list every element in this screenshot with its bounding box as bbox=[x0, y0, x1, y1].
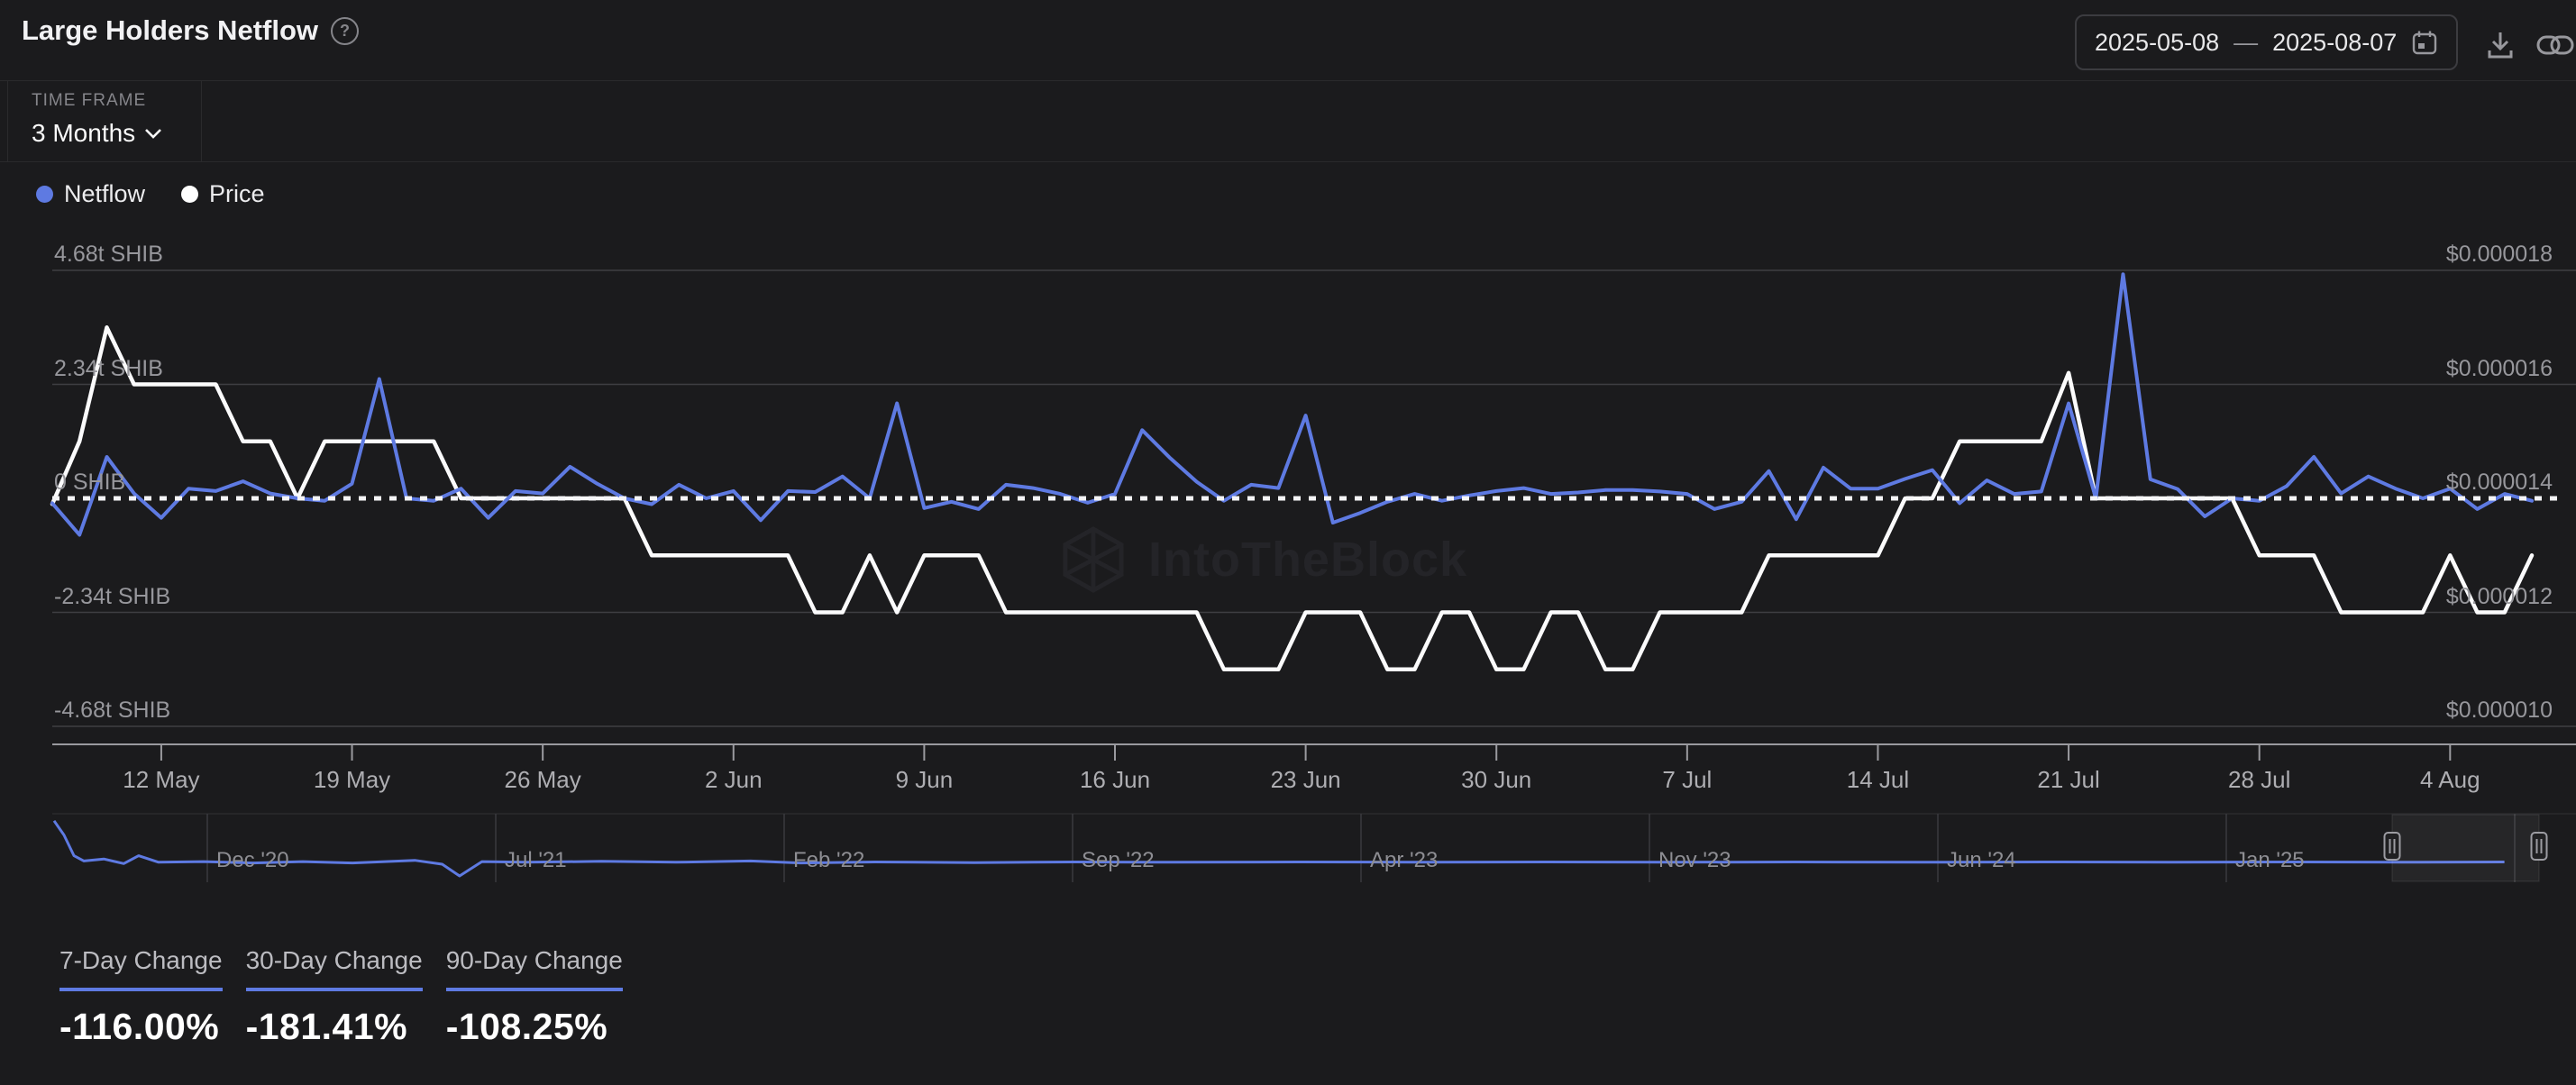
date-range-end: 2025-08-07 bbox=[2272, 28, 2398, 56]
calendar-icon bbox=[2413, 31, 2437, 55]
legend-label-price: Price bbox=[209, 180, 265, 207]
x-axis-label: 21 Jul bbox=[2037, 766, 2100, 793]
header-divider bbox=[0, 80, 2576, 81]
chart-legend: Netflow Price bbox=[36, 180, 265, 208]
stat-7day-label: 7-Day Change bbox=[59, 946, 223, 991]
x-axis-label: 2 Jun bbox=[704, 766, 763, 793]
x-axis-label: 4 Aug bbox=[2420, 766, 2480, 793]
minimap-label: Feb '22 bbox=[793, 848, 865, 872]
y-axis-label-right: $0.000018 bbox=[2445, 242, 2553, 267]
legend-item-netflow[interactable]: Netflow bbox=[36, 180, 145, 208]
netflow-dot-icon bbox=[36, 186, 53, 203]
x-axis-label: 28 Jul bbox=[2227, 766, 2291, 793]
y-axis-label-right: $0.000014 bbox=[2445, 470, 2553, 495]
minimap-handle-left[interactable] bbox=[2383, 832, 2401, 861]
time-frame-dropdown[interactable]: TIME FRAME 3 Months bbox=[7, 81, 202, 161]
minimap-label: Nov '23 bbox=[1658, 848, 1731, 872]
x-axis-label: 30 Jun bbox=[1461, 766, 1532, 793]
date-range-picker[interactable]: 2025-05-08 — 2025-08-07 bbox=[2075, 14, 2459, 70]
stat-30day-label: 30-Day Change bbox=[245, 946, 423, 991]
y-axis-label-right: $0.000010 bbox=[2445, 698, 2553, 723]
minimap-label: Jan '25 bbox=[2235, 848, 2305, 872]
legend-label-netflow: Netflow bbox=[64, 180, 146, 207]
date-range-separator: — bbox=[2233, 28, 2259, 56]
minimap-selection[interactable] bbox=[2391, 814, 2540, 882]
x-axis-label: 12 May bbox=[123, 766, 200, 793]
price-line[interactable] bbox=[50, 325, 2535, 672]
minimap-label: Dec '20 bbox=[216, 848, 289, 872]
stat-30day-value: -181.41% bbox=[245, 1006, 408, 1047]
y-axis-label-left: 2.34t SHIB bbox=[54, 355, 163, 381]
x-axis-label: 19 May bbox=[313, 766, 391, 793]
toolbar-row: TIME FRAME 3 Months bbox=[0, 81, 2576, 162]
minimap-label: Jun '24 bbox=[1947, 848, 2016, 872]
x-axis-label: 23 Jun bbox=[1270, 766, 1341, 793]
stat-7day-value: -116.00% bbox=[59, 1006, 220, 1047]
page-title-text: Large Holders Netflow bbox=[22, 14, 318, 46]
minimap-series-line bbox=[52, 819, 2505, 878]
date-range-start: 2025-05-08 bbox=[2095, 28, 2220, 56]
y-axis-label-left: -4.68t SHIB bbox=[54, 698, 171, 723]
stat-90day: 90-Day Change -108.25% bbox=[445, 946, 623, 1048]
netflow-line[interactable] bbox=[50, 272, 2534, 537]
change-stats: 7-Day Change -116.00% 30-Day Change -181… bbox=[59, 946, 623, 1048]
chevron-down-icon bbox=[145, 129, 162, 139]
y-axis-label-right: $0.000016 bbox=[2445, 355, 2553, 381]
time-frame-value: 3 Months bbox=[32, 119, 136, 147]
minimap-label: Jul '21 bbox=[505, 848, 567, 872]
help-icon[interactable]: ? bbox=[331, 16, 359, 45]
stat-7day: 7-Day Change -116.00% bbox=[59, 946, 223, 1048]
minimap-label: Sep '22 bbox=[1082, 848, 1155, 872]
stat-90day-label: 90-Day Change bbox=[445, 946, 623, 991]
stat-30day: 30-Day Change -181.41% bbox=[245, 946, 423, 1048]
y-axis-label-left: 4.68t SHIB bbox=[54, 242, 163, 267]
download-icon[interactable] bbox=[2484, 29, 2517, 61]
y-axis-label-right: $0.000012 bbox=[2445, 583, 2553, 609]
price-dot-icon bbox=[181, 186, 199, 203]
x-axis-label: 14 Jul bbox=[1846, 766, 1910, 793]
page-title: Large Holders Netflow ? bbox=[22, 14, 359, 47]
stat-90day-value: -108.25% bbox=[445, 1006, 608, 1047]
x-axis-label: 9 Jun bbox=[895, 766, 954, 793]
y-axis-label-left: -2.34t SHIB bbox=[54, 583, 171, 609]
link-icon[interactable] bbox=[2536, 34, 2574, 56]
minimap-label: Apr '23 bbox=[1370, 848, 1439, 872]
time-frame-label: TIME FRAME bbox=[32, 91, 147, 110]
minimap-handle-right[interactable] bbox=[2530, 832, 2548, 861]
y-axis-label-left: 0 SHIB bbox=[54, 470, 126, 495]
x-axis-label: 16 Jun bbox=[1079, 766, 1151, 793]
legend-item-price[interactable]: Price bbox=[181, 180, 265, 208]
x-axis-label: 7 Jul bbox=[1662, 766, 1713, 793]
x-axis-label: 26 May bbox=[504, 766, 581, 793]
